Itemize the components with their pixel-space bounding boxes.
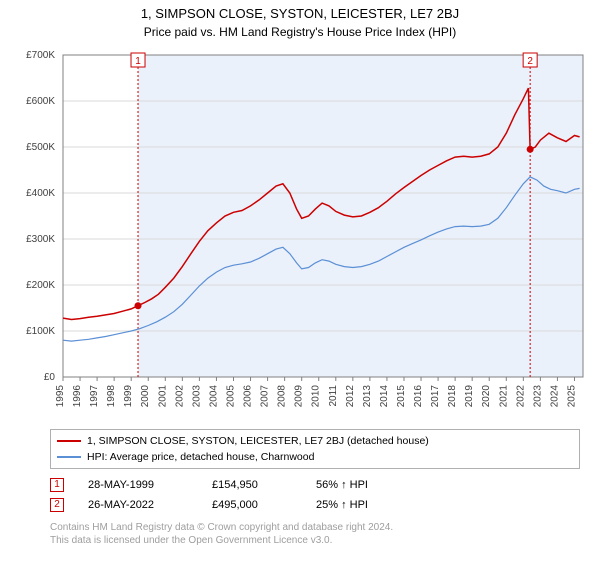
transaction-price: £154,950 — [212, 475, 316, 495]
svg-text:2012: 2012 — [345, 385, 356, 408]
svg-text:2000: 2000 — [140, 385, 151, 408]
svg-text:2002: 2002 — [174, 385, 185, 408]
svg-text:2015: 2015 — [396, 385, 407, 408]
price-chart: £0 £100K £200K £300K £400K £500K £600K £700K 199… — [9, 45, 591, 423]
svg-text:2003: 2003 — [191, 385, 202, 408]
transaction-price: £495,000 — [212, 495, 316, 515]
transaction-marker: 1 — [50, 478, 64, 492]
legend-label: 1, SIMPSON CLOSE, SYSTON, LEICESTER, LE7… — [87, 433, 429, 449]
legend-label: HPI: Average price, detached house, Char… — [87, 449, 314, 465]
svg-text:2022: 2022 — [515, 385, 526, 408]
svg-text:2008: 2008 — [277, 385, 288, 408]
svg-text:£0: £0 — [44, 372, 56, 383]
svg-text:£100K: £100K — [26, 326, 55, 337]
svg-text:2016: 2016 — [413, 385, 424, 408]
svg-text:2025: 2025 — [566, 385, 577, 408]
transaction-row: 1 28-MAY-1999£154,95056% ↑ HPI — [50, 475, 580, 495]
transaction-date: 28-MAY-1999 — [88, 475, 212, 495]
svg-text:1997: 1997 — [89, 385, 100, 408]
footer-attribution: Contains HM Land Registry data © Crown c… — [50, 521, 580, 547]
svg-text:2009: 2009 — [294, 385, 305, 408]
svg-text:2006: 2006 — [243, 385, 254, 408]
chart-container: £0 £100K £200K £300K £400K £500K £600K £700K 199… — [9, 45, 591, 423]
svg-text:1: 1 — [135, 56, 141, 67]
svg-text:1995: 1995 — [55, 385, 66, 408]
svg-text:2024: 2024 — [549, 385, 560, 408]
legend-swatch — [57, 456, 81, 458]
page-title: 1, SIMPSON CLOSE, SYSTON, LEICESTER, LE7… — [0, 6, 600, 21]
svg-text:£600K: £600K — [26, 96, 55, 107]
svg-text:2010: 2010 — [311, 385, 322, 408]
footer-line: Contains HM Land Registry data © Crown c… — [50, 521, 580, 534]
svg-text:2013: 2013 — [362, 385, 373, 408]
transaction-marker: 2 — [50, 498, 64, 512]
svg-text:1998: 1998 — [106, 385, 117, 408]
legend-swatch — [57, 440, 81, 442]
svg-text:£500K: £500K — [26, 142, 55, 153]
footer-line: This data is licensed under the Open Gov… — [50, 534, 580, 547]
svg-text:£700K: £700K — [26, 50, 55, 61]
svg-text:2014: 2014 — [379, 385, 390, 408]
svg-text:2: 2 — [527, 56, 533, 67]
svg-text:2019: 2019 — [464, 385, 475, 408]
svg-text:£400K: £400K — [26, 188, 55, 199]
svg-text:2021: 2021 — [498, 385, 509, 408]
legend-item: 1, SIMPSON CLOSE, SYSTON, LEICESTER, LE7… — [57, 433, 573, 449]
transaction-diff: 25% ↑ HPI — [316, 495, 368, 515]
svg-text:1999: 1999 — [123, 385, 134, 408]
svg-text:£200K: £200K — [26, 280, 55, 291]
transaction-row: 2 26-MAY-2022£495,00025% ↑ HPI — [50, 495, 580, 515]
transaction-list: 1 28-MAY-1999£154,95056% ↑ HPI 2 26-MAY-202… — [50, 475, 580, 515]
legend-item: HPI: Average price, detached house, Char… — [57, 449, 573, 465]
svg-text:2020: 2020 — [481, 385, 492, 408]
svg-text:1996: 1996 — [72, 385, 83, 408]
svg-text:2001: 2001 — [157, 385, 168, 408]
transaction-date: 26-MAY-2022 — [88, 495, 212, 515]
transaction-diff: 56% ↑ HPI — [316, 475, 368, 495]
svg-text:2017: 2017 — [430, 385, 441, 408]
svg-text:2004: 2004 — [208, 385, 219, 408]
svg-text:2007: 2007 — [260, 385, 271, 408]
svg-text:2005: 2005 — [225, 385, 236, 408]
svg-text:£300K: £300K — [26, 234, 55, 245]
chart-legend: 1, SIMPSON CLOSE, SYSTON, LEICESTER, LE7… — [50, 429, 580, 469]
svg-text:2011: 2011 — [328, 385, 339, 407]
page-subtitle: Price paid vs. HM Land Registry's House … — [0, 25, 600, 39]
svg-text:2018: 2018 — [447, 385, 458, 408]
svg-text:2023: 2023 — [532, 385, 543, 408]
